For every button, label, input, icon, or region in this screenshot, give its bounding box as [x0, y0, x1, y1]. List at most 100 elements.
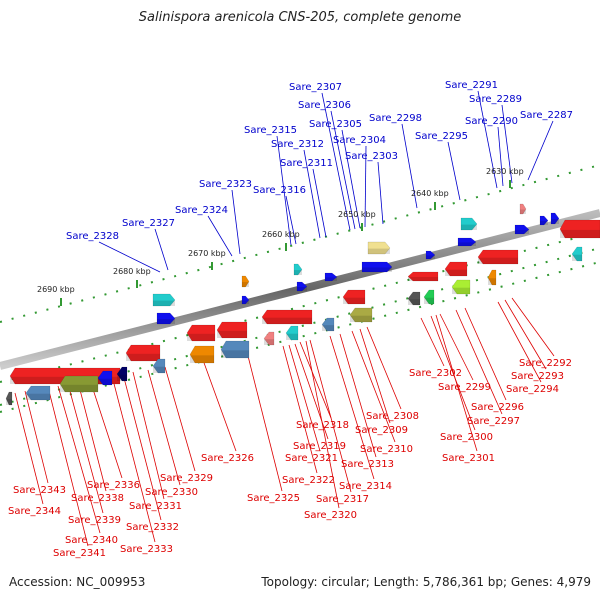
- gene-label[interactable]: Sare_2340: [65, 535, 118, 546]
- label-line: [497, 126, 504, 187]
- gene-arrow: [514, 224, 530, 235]
- gene-arrow: [423, 289, 435, 305]
- gene-arrow: [5, 391, 13, 406]
- gene-label[interactable]: Sare_2299: [438, 382, 491, 393]
- gene-label[interactable]: Sare_2292: [519, 358, 572, 369]
- gene-label[interactable]: Sare_2300: [440, 432, 493, 443]
- gene-label[interactable]: Sare_2287: [520, 110, 573, 121]
- gene-label[interactable]: Sare_2343: [13, 485, 66, 496]
- gene-label[interactable]: Sare_2312: [271, 139, 324, 150]
- label-line: [501, 104, 513, 184]
- label-line: [111, 375, 156, 543]
- gene-label[interactable]: Sare_2315: [244, 125, 297, 136]
- gene-arrow-shade: [242, 300, 249, 304]
- gene-label[interactable]: Sare_2311: [280, 158, 333, 169]
- gene-label[interactable]: Sare_2344: [8, 506, 61, 517]
- kbp-tick-label: 2660 kbp: [262, 230, 300, 239]
- gene-label[interactable]: Sare_2324: [175, 205, 228, 216]
- label-line: [288, 344, 321, 452]
- gene-label[interactable]: Sare_2295: [415, 131, 468, 142]
- gene-label[interactable]: Sare_2326: [201, 453, 254, 464]
- gene-label[interactable]: Sare_2338: [71, 493, 124, 504]
- label-line: [366, 326, 402, 410]
- gene-arrow: [116, 366, 128, 382]
- gene-label[interactable]: Sare_2332: [126, 522, 179, 533]
- gene-label[interactable]: Sare_2306: [298, 100, 351, 111]
- gene-label[interactable]: Sare_2318: [296, 420, 349, 431]
- gene-arrow-shade: [153, 366, 165, 373]
- gene-arrow: [342, 289, 366, 305]
- gene-label[interactable]: Sare_2301: [442, 453, 495, 464]
- label-line: [154, 228, 169, 271]
- gene-label[interactable]: Sare_2316: [253, 185, 306, 196]
- gene-label[interactable]: Sare_2330: [145, 487, 198, 498]
- gene-arrow-shade: [461, 224, 477, 230]
- gene-label[interactable]: Sare_2289: [469, 94, 522, 105]
- gene-label[interactable]: Sare_2333: [120, 544, 173, 555]
- label-line: [207, 215, 233, 257]
- gene-label[interactable]: Sare_2290: [465, 116, 518, 127]
- gene-label[interactable]: Sare_2341: [53, 548, 106, 559]
- gene-label[interactable]: Sare_2319: [293, 441, 346, 452]
- label-line: [303, 149, 321, 239]
- label-line: [57, 385, 101, 534]
- label-line: [246, 351, 283, 492]
- gene-label[interactable]: Sare_2323: [199, 179, 252, 190]
- label-line: [339, 333, 377, 458]
- gene-label[interactable]: Sare_2296: [471, 402, 524, 413]
- gene-label[interactable]: Sare_2307: [289, 82, 342, 93]
- gene-label[interactable]: Sare_2291: [445, 80, 498, 91]
- gene-label[interactable]: Sare_2305: [309, 119, 362, 130]
- gene-label[interactable]: Sare_2329: [160, 473, 213, 484]
- gene-label[interactable]: Sare_2313: [341, 459, 394, 470]
- gene-label[interactable]: Sare_2317: [316, 494, 369, 505]
- gene-arrow: [152, 293, 176, 307]
- gene-label[interactable]: Sare_2310: [360, 444, 413, 455]
- label-line: [147, 369, 181, 486]
- gene-label[interactable]: Sare_2321: [285, 453, 338, 464]
- track-dotted-lines: [0, 164, 600, 413]
- gene-arrow-shade: [368, 248, 390, 254]
- gene-label[interactable]: Sare_2327: [122, 218, 175, 229]
- gene-label[interactable]: Sare_2309: [355, 425, 408, 436]
- gene-arrow-shade: [540, 220, 548, 225]
- gene-arrow-shade: [153, 300, 175, 306]
- kbp-tick-label: 2670 kbp: [188, 249, 226, 258]
- gene-label[interactable]: Sare_2304: [333, 135, 386, 146]
- label-line: [329, 335, 375, 480]
- gene-arrow-shade: [242, 282, 249, 287]
- gene-label[interactable]: Sare_2336: [87, 480, 140, 491]
- label-line: [98, 241, 161, 273]
- label-line: [504, 299, 547, 370]
- gene-label[interactable]: Sare_2328: [66, 231, 119, 242]
- gene-arrow: [189, 345, 215, 364]
- gene-label[interactable]: Sare_2297: [467, 416, 520, 427]
- gene-label[interactable]: Sare_2293: [511, 371, 564, 382]
- label-line: [401, 123, 418, 209]
- gene-arrow: [321, 317, 335, 332]
- track-line: [0, 164, 600, 323]
- gene-arrow-shade: [117, 374, 127, 381]
- accession-text: Accession: NC_009953: [9, 575, 146, 589]
- gene-label[interactable]: Sare_2314: [339, 481, 392, 492]
- gene-label[interactable]: Sare_2298: [369, 113, 422, 124]
- gene-arrow: [293, 263, 303, 276]
- label-line: [351, 330, 396, 443]
- gene-label[interactable]: Sare_2320: [304, 510, 357, 521]
- label-line: [420, 317, 445, 367]
- gene-label[interactable]: Sare_2303: [345, 151, 398, 162]
- gene-label[interactable]: Sare_2322: [282, 475, 335, 486]
- gene-arrow-shade: [551, 219, 559, 224]
- gene-label[interactable]: Sare_2331: [129, 501, 182, 512]
- label-line: [276, 135, 292, 246]
- gene-label[interactable]: Sare_2294: [506, 384, 559, 395]
- gene-label[interactable]: Sare_2339: [68, 515, 121, 526]
- gene-arrow: [186, 324, 216, 342]
- label-line: [477, 90, 498, 189]
- label-line: [24, 390, 49, 484]
- gene-label[interactable]: Sare_2308: [366, 411, 419, 422]
- kbp-tick-label: 2690 kbp: [37, 285, 75, 294]
- gene-label[interactable]: Sare_2325: [247, 493, 300, 504]
- label-line: [231, 189, 241, 255]
- gene-label[interactable]: Sare_2302: [409, 368, 462, 379]
